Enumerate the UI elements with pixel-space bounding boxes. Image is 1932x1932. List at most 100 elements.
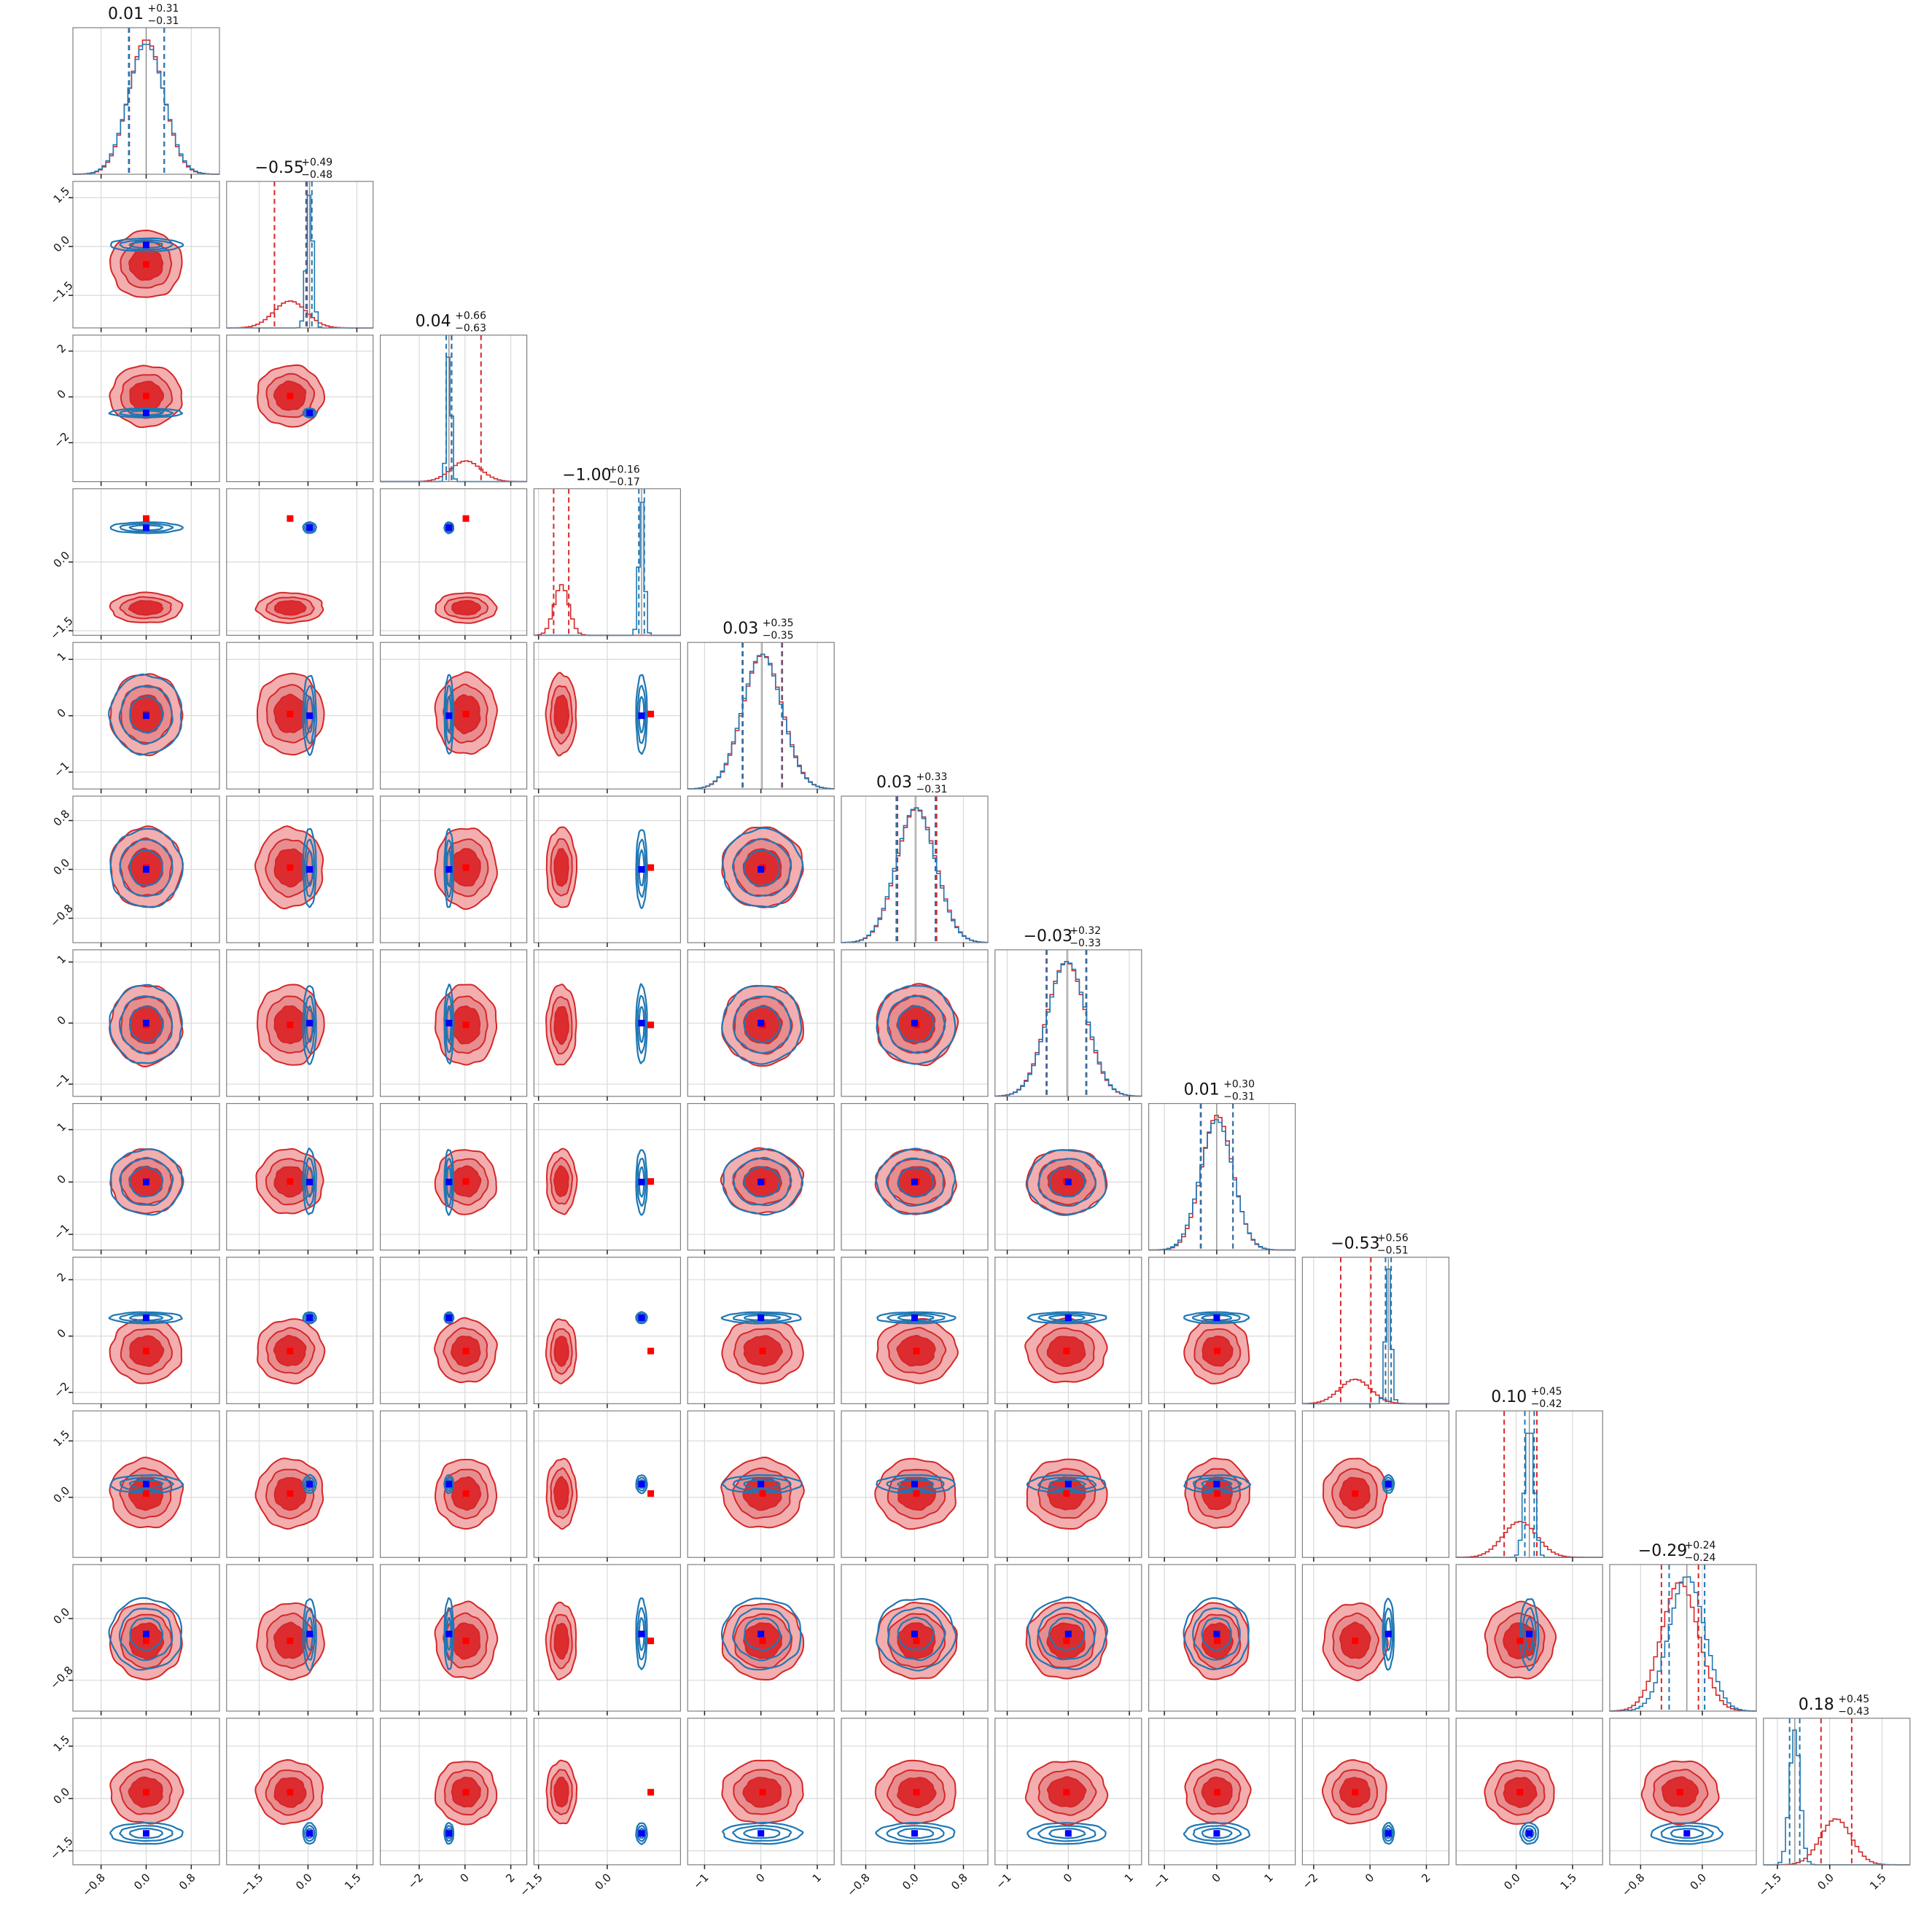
contour-group — [109, 1758, 184, 1845]
blue-marker — [911, 1630, 918, 1637]
blue-contour-0 — [1382, 1473, 1395, 1495]
blue-contour-1 — [119, 239, 174, 251]
blue-contour-1 — [887, 994, 946, 1054]
joint-panel-11-10: −0.8 0.0 — [1609, 1718, 1757, 1899]
blue-contour-0 — [109, 827, 184, 908]
red-marker — [143, 392, 149, 400]
x-tick-label: 0.0 — [131, 1871, 153, 1893]
blue-marker — [445, 1481, 453, 1488]
blue-contour-0 — [1027, 1822, 1107, 1845]
blue-histogram — [380, 357, 527, 483]
blue-contour-0 — [1027, 1311, 1107, 1325]
joint-panel-8-4 — [687, 1256, 835, 1409]
blue-marker — [638, 1019, 645, 1027]
joint-panel-4-3 — [533, 642, 682, 794]
blue-contour-2 — [743, 849, 781, 887]
contour-group — [720, 1456, 805, 1529]
joint-panel-10-1 — [226, 1564, 374, 1715]
blue-contour-1 — [445, 1476, 453, 1492]
blue-marker — [143, 524, 149, 531]
joint-panel-11-9: 0.0 1.5 — [1455, 1718, 1603, 1893]
blue-marker — [143, 866, 149, 873]
panel-frame — [379, 795, 528, 943]
red-marker — [462, 1788, 470, 1796]
blue-contour-1 — [636, 1476, 647, 1492]
contour-group — [109, 825, 184, 908]
contour-group — [545, 1457, 655, 1530]
blue-contour-1 — [304, 685, 316, 744]
blue-contour-1 — [1038, 1158, 1097, 1207]
blue-contour-0 — [302, 1473, 317, 1494]
y-tick-label: 0.0 — [51, 233, 73, 255]
blue-contour-1 — [636, 994, 647, 1054]
y-tick-label: −1 — [51, 1071, 71, 1091]
contour-group — [1640, 1760, 1724, 1845]
blue-marker — [445, 1830, 453, 1837]
contour-group — [108, 1597, 183, 1680]
marginal-title-plus-11: +0.45 — [1838, 1694, 1869, 1705]
blue-contour-2 — [129, 410, 164, 416]
blue-contour-1 — [636, 1825, 647, 1842]
panel-frame — [1301, 1718, 1450, 1866]
blue-contour-2 — [1201, 1617, 1232, 1651]
blue-contour-1 — [445, 1825, 453, 1842]
blue-contour-2 — [897, 1314, 935, 1322]
marginal-title-plus-1: +0.49 — [301, 157, 332, 168]
blue-contour-0 — [443, 1597, 455, 1670]
joint-panel-1-0: −1.5 0.0 1.5 — [47, 181, 220, 332]
blue-contour-1 — [118, 995, 174, 1054]
joint-panel-4-0: −1 0 1 — [51, 642, 220, 794]
blue-histogram — [994, 961, 1142, 1097]
panel-frame — [226, 642, 374, 790]
red-marker — [462, 710, 470, 717]
contour-group — [545, 983, 655, 1066]
blue-contour-2 — [1048, 1479, 1086, 1489]
contour-group — [720, 1597, 805, 1681]
blue-contour-2 — [742, 1166, 781, 1198]
contour-group — [1183, 1758, 1252, 1845]
blue-contour-0 — [635, 1822, 648, 1845]
joint-panel-9-6 — [994, 1410, 1142, 1562]
joint-panel-10-8 — [1301, 1564, 1450, 1715]
x-tick-label: −2 — [405, 1871, 426, 1891]
blue-contour-0 — [635, 1311, 648, 1325]
blue-contour-0 — [443, 1311, 455, 1325]
joint-panel-7-6 — [994, 1102, 1142, 1255]
contour-group — [874, 1759, 957, 1845]
marginal-title-minus-9: −0.42 — [1531, 1398, 1562, 1410]
y-tick-label: 0.0 — [51, 1484, 73, 1506]
blue-marker — [1064, 1830, 1072, 1837]
red-marker — [462, 1347, 470, 1355]
blue-contour-2 — [128, 524, 164, 531]
blue-contour-0 — [721, 985, 803, 1065]
contour-group — [545, 671, 655, 757]
x-tick-label: −2 — [1300, 1871, 1320, 1891]
joint-panel-9-3 — [533, 1410, 682, 1562]
red-marker — [287, 392, 294, 400]
marginal-title-plus-7: +0.30 — [1223, 1079, 1255, 1091]
blue-contour-0 — [302, 827, 317, 908]
contour-group — [1183, 1597, 1250, 1680]
joint-panel-10-7 — [1148, 1564, 1296, 1715]
blue-contour-1 — [119, 1476, 174, 1492]
y-tick-label: −1 — [51, 1221, 71, 1242]
blue-histogram — [226, 195, 373, 329]
joint-panel-6-3 — [533, 949, 682, 1101]
x-tick-label: 1 — [810, 1871, 824, 1885]
x-tick-label: 1 — [1122, 1871, 1136, 1885]
red-marker — [647, 1021, 655, 1029]
marginal-title-minus-2: −0.63 — [455, 323, 486, 335]
y-tick-label: 0 — [55, 1013, 69, 1027]
y-tick-label: 2 — [55, 341, 69, 355]
blue-contour-0 — [109, 1474, 184, 1495]
contour-group — [1183, 1457, 1251, 1530]
blue-contour-0 — [635, 983, 648, 1064]
panel-frame — [226, 795, 374, 943]
red-marker — [913, 1490, 920, 1497]
blue-contour-2 — [129, 1006, 164, 1043]
blue-histogram — [1302, 1268, 1449, 1405]
joint-panel-3-2 — [379, 488, 528, 640]
blue-marker — [638, 1481, 645, 1488]
panel-frame — [226, 1718, 374, 1866]
blue-marker — [911, 1481, 918, 1488]
